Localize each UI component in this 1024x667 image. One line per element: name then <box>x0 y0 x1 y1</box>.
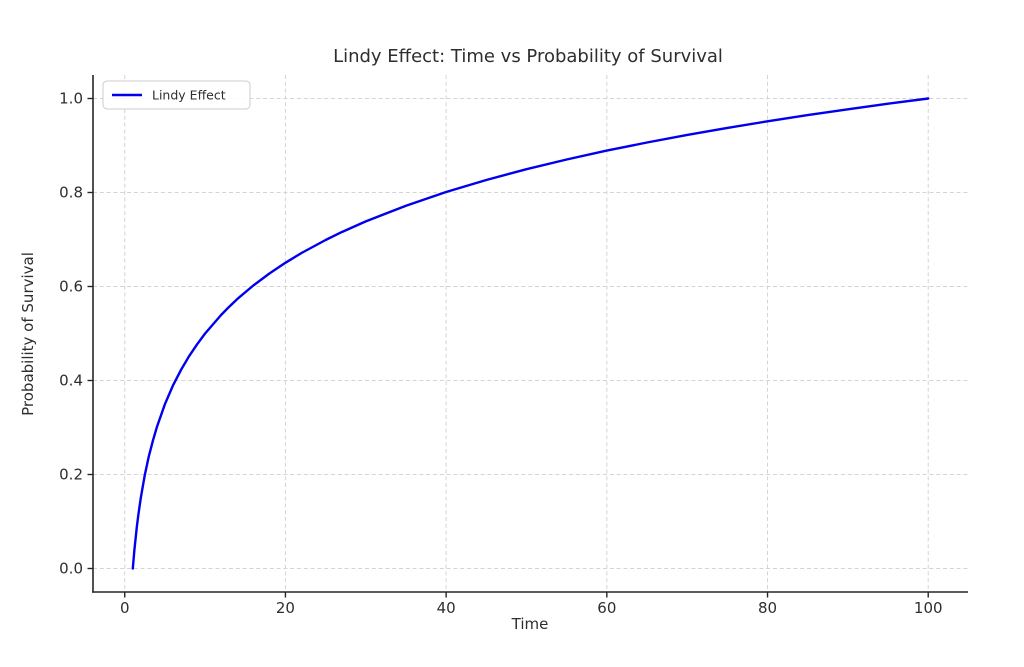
lindy-curve <box>131 97 930 570</box>
x-tick-label: 100 <box>914 599 943 617</box>
tick-labels: 0 20 40 60 80 100 0.0 0.2 0.4 0.6 0.8 1.0 <box>59 90 942 617</box>
x-axis-label: Time <box>511 615 549 633</box>
legend: Lindy Effect <box>102 80 251 110</box>
y-tick-label: 0.4 <box>59 372 83 390</box>
axes-spines <box>92 75 968 593</box>
x-tick-label: 60 <box>597 599 616 617</box>
y-tick-label: 1.0 <box>59 90 83 108</box>
y-tick-label: 0.0 <box>59 560 83 578</box>
x-tick-label: 40 <box>437 599 456 617</box>
y-axis-label: Probability of Survival <box>19 252 37 416</box>
x-tick-label: 80 <box>758 599 777 617</box>
legend-box <box>102 80 251 110</box>
y-tick-label: 0.8 <box>59 184 83 202</box>
legend-label: Lindy Effect <box>152 88 226 103</box>
x-tick-label: 0 <box>120 599 130 617</box>
gridlines <box>93 75 968 592</box>
axis-tick-marks <box>87 97 929 598</box>
y-tick-label: 0.2 <box>59 466 83 484</box>
chart-title: Lindy Effect: Time vs Probability of Sur… <box>333 46 723 67</box>
y-tick-label: 0.6 <box>59 278 83 296</box>
x-tick-label: 20 <box>276 599 295 617</box>
